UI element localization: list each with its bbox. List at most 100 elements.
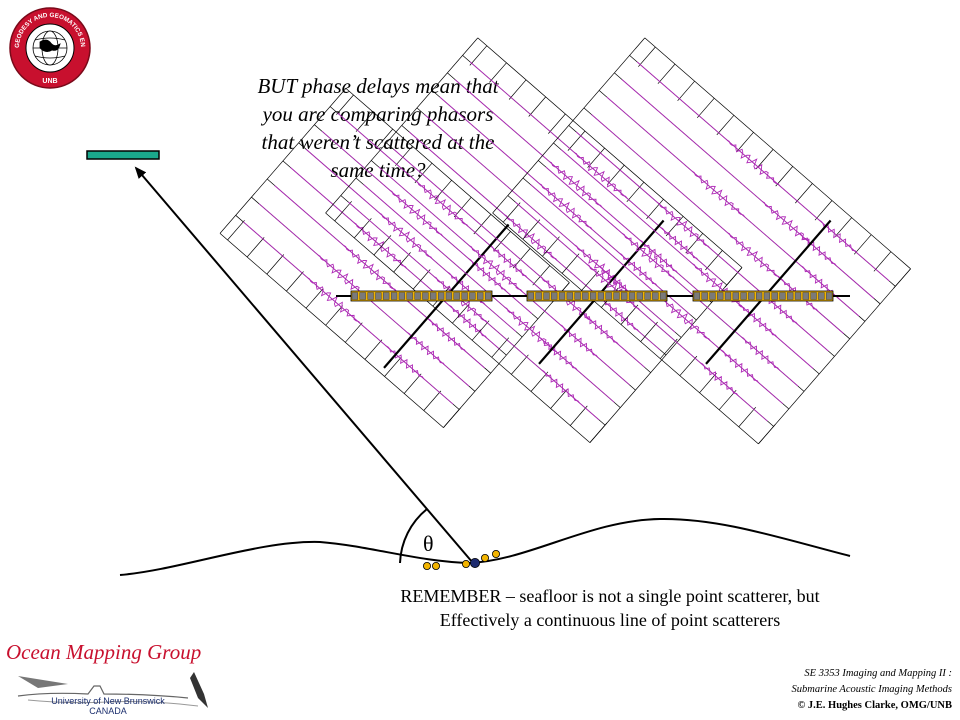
array-element [724,292,732,300]
wavelet [549,161,603,208]
array-element [477,292,484,300]
array-element [621,292,628,300]
grid-line [638,46,656,67]
grid-line [522,219,541,240]
scatterer-point [469,558,480,569]
wave-ray [378,166,630,386]
array-element [391,292,398,300]
wavelet [660,226,699,261]
grid-line [477,37,743,268]
array-element [802,292,809,300]
seafloor-line [119,517,851,576]
array-element [398,292,406,300]
grid-line [305,288,324,309]
wavelet [692,263,746,310]
note-line: REMEMBER – seafloor is not a single poin… [400,586,820,606]
grid-line [548,113,566,134]
array-element [535,292,542,300]
array-element [543,292,550,300]
grid-line [679,355,698,376]
array-element [628,292,636,300]
array-element [709,292,716,300]
array-element [717,292,724,300]
grid-line [345,88,570,283]
grid-line [414,162,433,184]
grid-line [364,339,383,360]
wave-ray [290,167,501,351]
grid-line [471,320,490,341]
grid-line [403,373,422,394]
array-element [740,292,747,300]
wavelet [798,232,837,267]
heading: BUT phase delays mean that you are compa… [228,72,528,184]
wave-ray [393,149,645,368]
array-element [367,292,374,300]
university-name: University of New Brunswick CANADA [48,696,168,716]
transducer-array [526,290,668,302]
grid-line [716,115,735,136]
grid-line [373,235,392,256]
remember-note: REMEMBER – seafloor is not a single poin… [330,584,890,632]
wavelet [741,336,780,370]
grid-line [325,37,479,214]
array-element [469,292,476,300]
array-element [383,292,390,300]
array-element [430,292,437,300]
grid-line [738,406,757,428]
wavelet [415,180,469,227]
wave-ray [515,201,768,422]
wavelet [720,349,759,383]
wavelet [738,303,778,338]
array-element [660,292,667,300]
wavelet [657,294,711,341]
wavelet [762,201,816,248]
grid-line [354,218,372,239]
array-element [438,292,445,300]
grid-line [325,212,591,443]
wavelet [726,139,781,187]
wavelet [448,304,488,339]
grid-line [423,390,442,411]
array-element [375,292,382,300]
array-element [485,292,492,300]
grid-line [246,237,265,258]
array-element [794,292,802,300]
wavelet [727,232,781,279]
array-element [461,292,468,300]
wave-ray [274,185,485,369]
wavelet [586,264,641,311]
array-element [826,292,833,300]
grid-line [502,202,521,223]
receiver-bar [86,150,160,160]
array-element [414,292,421,300]
grid-line [508,79,527,100]
array-element [779,292,786,300]
wavelet [469,245,523,292]
unb-logo: GEODESY AND GEOMATICS ENGINEERING UNB [8,6,91,89]
wave-ray [469,61,722,281]
org-name: Ocean Mapping Group [6,640,202,664]
wavelet [600,298,640,332]
array-element [574,292,581,300]
grid-line [266,254,285,275]
wavelet [539,337,578,371]
grid-line [569,405,588,426]
grid-line [644,37,911,270]
array-element [351,292,359,300]
point-scatterers [422,550,500,571]
grid-line [736,132,754,153]
grid-line [542,236,560,257]
grid-line [384,356,402,377]
grid-line [677,80,695,102]
copyright: © J.E. Hughes Clarke, OMG/UNB [797,700,952,711]
wavelet [619,252,658,287]
grid-line [699,372,717,394]
array-element [359,292,366,300]
wavelet [489,244,528,279]
heading-line: BUT phase delays mean that [257,74,499,98]
university-country: CANADA [89,706,127,716]
array-element [810,292,817,300]
wavelet [406,331,446,366]
array-element [818,292,825,300]
